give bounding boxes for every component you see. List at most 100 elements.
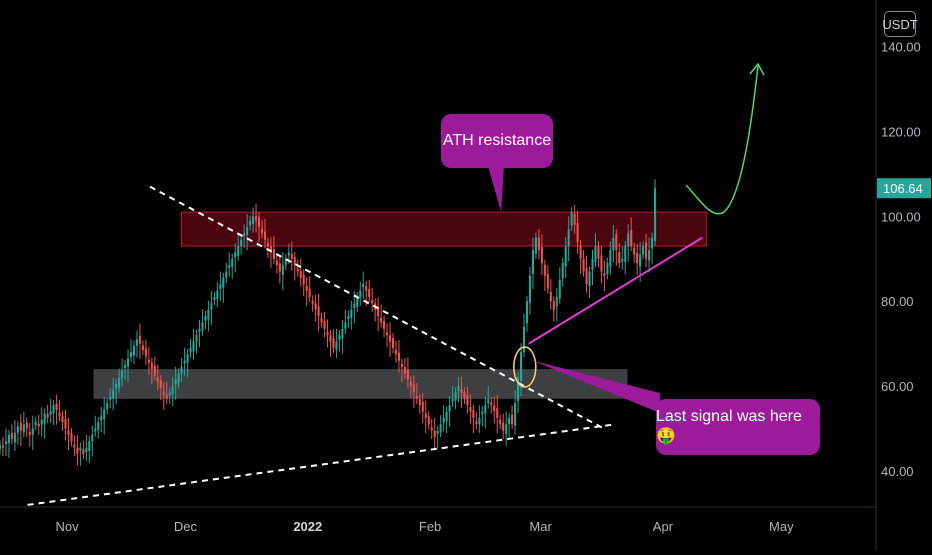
currency-badge[interactable]: USDT bbox=[882, 11, 918, 37]
candle-body bbox=[433, 430, 436, 437]
candle bbox=[293, 252, 296, 281]
candle bbox=[323, 311, 326, 338]
candle-body bbox=[210, 303, 213, 310]
x-tick-label: 2022 bbox=[293, 519, 322, 534]
candle-body bbox=[338, 335, 341, 340]
candle-body bbox=[591, 258, 594, 270]
candle-body bbox=[272, 249, 275, 259]
candle-body bbox=[7, 434, 10, 443]
candle bbox=[216, 281, 219, 308]
candle bbox=[222, 272, 225, 303]
candle bbox=[603, 260, 606, 292]
candle bbox=[546, 265, 549, 294]
candle bbox=[82, 440, 85, 460]
candle bbox=[588, 266, 591, 298]
candle bbox=[7, 429, 10, 459]
y-tick-label: 40.00 bbox=[881, 464, 914, 479]
last-signal-label: Last signal was here 🤑 bbox=[656, 408, 802, 445]
candle bbox=[403, 358, 406, 379]
candle-body bbox=[409, 381, 412, 387]
candle-body bbox=[183, 360, 186, 364]
candle-body bbox=[549, 291, 552, 302]
candle-body bbox=[531, 250, 534, 275]
candle-body bbox=[281, 265, 284, 275]
candle bbox=[517, 372, 520, 414]
candle bbox=[213, 291, 216, 306]
candle bbox=[582, 249, 585, 277]
candle bbox=[85, 434, 88, 461]
candle-body bbox=[326, 332, 329, 336]
candle bbox=[299, 258, 302, 287]
candle bbox=[204, 310, 207, 330]
candle bbox=[609, 241, 612, 275]
candle bbox=[195, 330, 198, 354]
candle bbox=[4, 428, 7, 457]
y-tick-label: 60.00 bbox=[881, 379, 914, 394]
candle bbox=[350, 300, 353, 330]
candle-body bbox=[19, 422, 22, 431]
candle-body bbox=[406, 369, 409, 380]
candle-body bbox=[10, 433, 13, 440]
candle bbox=[528, 266, 532, 315]
candle bbox=[493, 396, 496, 424]
candle bbox=[25, 417, 28, 437]
candle-body bbox=[70, 433, 73, 442]
candle bbox=[356, 291, 359, 312]
candle bbox=[383, 315, 386, 338]
rising-trendline bbox=[528, 236, 703, 345]
candle-body bbox=[34, 422, 37, 426]
candle-body bbox=[546, 274, 549, 289]
candle bbox=[371, 287, 374, 312]
candle bbox=[192, 328, 195, 360]
candle bbox=[121, 358, 124, 387]
candle bbox=[386, 323, 389, 348]
candle bbox=[76, 434, 79, 466]
candle bbox=[88, 436, 91, 463]
candle-body bbox=[606, 263, 609, 275]
candle-body bbox=[198, 328, 201, 332]
candle bbox=[320, 312, 323, 328]
candle-body bbox=[147, 359, 150, 363]
candle-body bbox=[448, 405, 451, 412]
candle bbox=[180, 358, 183, 382]
candle-body bbox=[645, 242, 648, 259]
projected-path bbox=[685, 65, 759, 215]
candle bbox=[579, 240, 582, 275]
candle-body bbox=[600, 255, 603, 272]
candle-body bbox=[13, 432, 16, 443]
candle bbox=[436, 425, 439, 449]
candle bbox=[103, 396, 106, 435]
candle-body bbox=[415, 395, 418, 399]
candle-body bbox=[189, 347, 192, 353]
candle bbox=[255, 203, 258, 233]
candle bbox=[55, 394, 58, 425]
candle bbox=[234, 243, 237, 273]
candle bbox=[478, 405, 481, 433]
candle-body bbox=[320, 317, 323, 323]
candle-body bbox=[528, 275, 532, 303]
candle bbox=[135, 330, 139, 358]
candle bbox=[129, 339, 133, 362]
candle bbox=[147, 347, 150, 375]
candle-body bbox=[573, 213, 576, 225]
candle-body bbox=[204, 316, 207, 321]
candle bbox=[380, 305, 383, 328]
candle-body bbox=[311, 300, 314, 304]
candle bbox=[388, 322, 392, 357]
candle-body bbox=[293, 257, 296, 266]
candle-body bbox=[195, 335, 198, 342]
candle bbox=[442, 405, 445, 432]
candle bbox=[472, 404, 475, 434]
candle bbox=[124, 359, 127, 380]
candle-body bbox=[162, 391, 165, 395]
candle-body bbox=[555, 296, 558, 307]
candle-body bbox=[508, 417, 511, 425]
candle-body bbox=[150, 362, 153, 370]
candle bbox=[466, 386, 469, 414]
candle bbox=[570, 207, 573, 231]
candle bbox=[257, 212, 261, 243]
candle-body bbox=[377, 306, 380, 317]
candle bbox=[621, 246, 624, 270]
candle-body bbox=[597, 246, 600, 259]
